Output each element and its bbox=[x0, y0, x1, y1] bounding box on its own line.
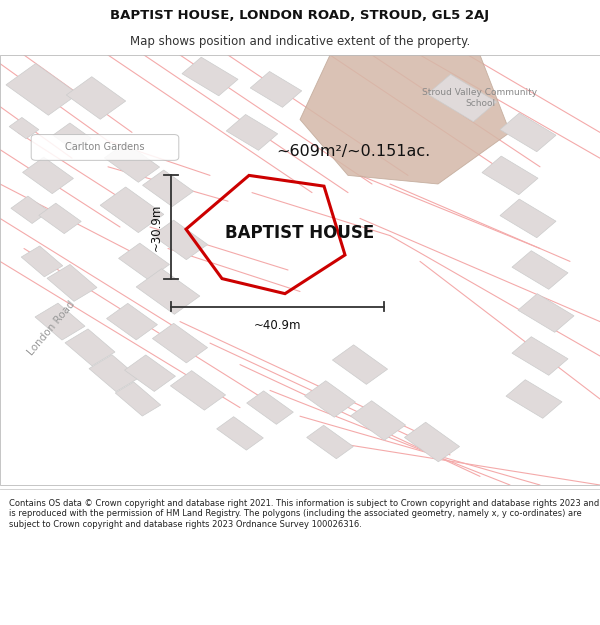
Polygon shape bbox=[119, 243, 169, 279]
Text: BAPTIST HOUSE: BAPTIST HOUSE bbox=[226, 224, 374, 243]
Text: ~30.9m: ~30.9m bbox=[149, 203, 163, 251]
Polygon shape bbox=[65, 329, 115, 366]
Polygon shape bbox=[100, 187, 164, 232]
Polygon shape bbox=[104, 142, 160, 182]
Polygon shape bbox=[512, 337, 568, 375]
Polygon shape bbox=[500, 199, 556, 238]
Polygon shape bbox=[506, 380, 562, 418]
Polygon shape bbox=[500, 113, 556, 152]
Polygon shape bbox=[482, 156, 538, 195]
Polygon shape bbox=[404, 422, 460, 462]
Polygon shape bbox=[47, 264, 97, 301]
Text: Stroud Valley Community
School: Stroud Valley Community School bbox=[422, 88, 538, 107]
Polygon shape bbox=[247, 391, 293, 424]
Polygon shape bbox=[143, 170, 193, 206]
FancyBboxPatch shape bbox=[31, 134, 179, 161]
Polygon shape bbox=[170, 371, 226, 410]
Polygon shape bbox=[6, 64, 78, 115]
Polygon shape bbox=[89, 355, 139, 392]
Polygon shape bbox=[35, 303, 85, 340]
Polygon shape bbox=[332, 345, 388, 384]
Polygon shape bbox=[11, 196, 49, 224]
Polygon shape bbox=[152, 323, 208, 363]
Polygon shape bbox=[305, 381, 355, 418]
Polygon shape bbox=[307, 425, 353, 459]
Polygon shape bbox=[152, 220, 208, 259]
Text: ~40.9m: ~40.9m bbox=[254, 319, 301, 332]
Text: Contains OS data © Crown copyright and database right 2021. This information is : Contains OS data © Crown copyright and d… bbox=[9, 499, 599, 529]
Polygon shape bbox=[512, 251, 568, 289]
Polygon shape bbox=[427, 74, 497, 122]
Text: BAPTIST HOUSE, LONDON ROAD, STROUD, GL5 2AJ: BAPTIST HOUSE, LONDON ROAD, STROUD, GL5 … bbox=[110, 9, 490, 22]
Polygon shape bbox=[518, 294, 574, 333]
Polygon shape bbox=[67, 77, 125, 119]
Polygon shape bbox=[182, 58, 238, 96]
Polygon shape bbox=[226, 114, 278, 150]
Polygon shape bbox=[39, 203, 81, 234]
Polygon shape bbox=[23, 157, 73, 194]
Polygon shape bbox=[115, 382, 161, 416]
Text: London Road: London Road bbox=[25, 299, 77, 357]
Polygon shape bbox=[9, 118, 39, 139]
Text: Carlton Gardens: Carlton Gardens bbox=[65, 142, 145, 152]
Text: Map shows position and indicative extent of the property.: Map shows position and indicative extent… bbox=[130, 35, 470, 48]
Polygon shape bbox=[350, 401, 406, 440]
Polygon shape bbox=[53, 123, 91, 151]
Polygon shape bbox=[107, 303, 157, 340]
Polygon shape bbox=[300, 55, 510, 184]
Polygon shape bbox=[21, 246, 63, 277]
Polygon shape bbox=[217, 417, 263, 450]
Text: ~609m²/~0.151ac.: ~609m²/~0.151ac. bbox=[276, 144, 430, 159]
Polygon shape bbox=[136, 269, 200, 314]
Polygon shape bbox=[250, 71, 302, 107]
Polygon shape bbox=[125, 355, 175, 391]
